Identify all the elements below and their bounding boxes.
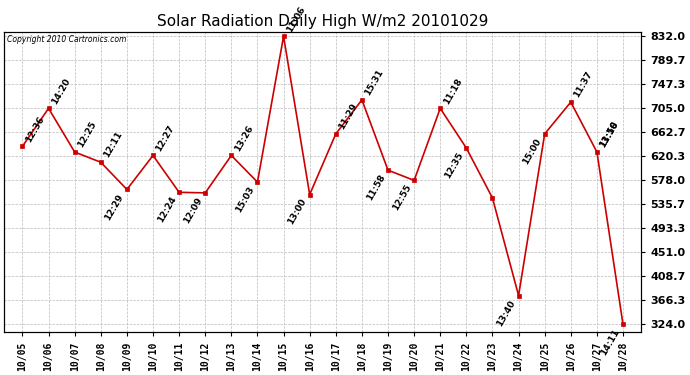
Text: 14:20: 14:20	[50, 76, 72, 106]
Text: 11:58: 11:58	[364, 173, 386, 202]
Text: 11:29: 11:29	[337, 102, 359, 131]
Text: Copyright 2010 Cartronics.com: Copyright 2010 Cartronics.com	[8, 35, 127, 44]
Text: 15:31: 15:31	[364, 68, 386, 97]
Text: 12:27: 12:27	[155, 123, 177, 153]
Text: 15:00: 15:00	[522, 136, 543, 166]
Text: 11:18: 11:18	[442, 76, 464, 106]
Text: 11:06: 11:06	[285, 4, 307, 33]
Text: 11:16: 11:16	[598, 120, 620, 149]
Text: 15:03: 15:03	[234, 185, 256, 214]
Text: 12:29: 12:29	[104, 192, 126, 222]
Text: 12:35: 12:35	[443, 151, 465, 180]
Text: 13:00: 13:00	[286, 197, 308, 226]
Text: 13:26: 13:26	[233, 123, 255, 153]
Title: Solar Radiation Daily High W/m2 20101029: Solar Radiation Daily High W/m2 20101029	[157, 14, 489, 29]
Text: 12:09: 12:09	[181, 196, 204, 225]
Text: 13:40: 13:40	[495, 298, 518, 328]
Text: 13:50: 13:50	[598, 120, 620, 149]
Text: 12:36: 12:36	[24, 114, 46, 144]
Text: 11:37: 11:37	[572, 70, 594, 99]
Text: 12:11: 12:11	[102, 130, 124, 159]
Text: 12:55: 12:55	[391, 183, 413, 213]
Text: 14:11: 14:11	[600, 327, 622, 357]
Text: 12:24: 12:24	[155, 195, 178, 225]
Text: 12:25: 12:25	[76, 120, 98, 149]
